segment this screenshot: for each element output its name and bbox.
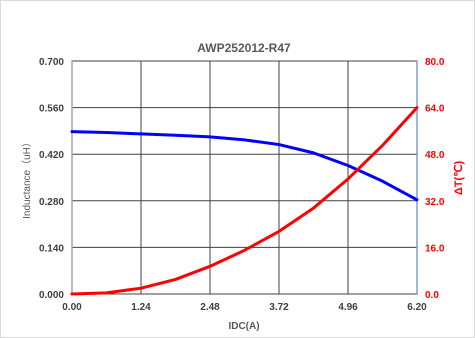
y-axis-right-label: ΔT(℃) [453,161,465,196]
y-left-tick-label: 0.700 [39,57,64,68]
y-right-tick-label: 16.0 [425,243,445,254]
temperature-rise-line [70,106,419,296]
y-left-tick-label: 0.000 [39,290,64,301]
chart-title: AWP252012-R47 [197,41,291,55]
x-axis-label: IDC(A) [228,321,259,332]
y-right-tick-label: 0.0 [425,290,439,301]
plot-area-border [71,60,418,295]
x-tick-label: 1.24 [131,302,151,313]
series-layer [70,106,419,296]
inductance-line [70,130,419,202]
y-left-tick-label: 0.560 [39,104,64,115]
y-right-tick-label: 48.0 [425,150,445,161]
x-tick-label: 4.96 [338,302,358,313]
y-left-tick-label: 0.280 [39,197,64,208]
tick-layer: 0.00 1.24 2.48 3.72 4.96 6.20 0.000 0.140 0.280 0… [39,57,445,313]
y-right-tick-label: 32.0 [425,197,445,208]
x-tick-label: 0.00 [62,302,82,313]
y-left-tick-label: 0.420 [39,150,64,161]
y-left-tick-label: 0.140 [39,243,64,254]
y-axis-left-label: Inductance（uH） [21,137,33,219]
x-tick-label: 6.20 [407,302,427,313]
grid [71,60,418,295]
y-right-tick-label: 80.0 [425,57,445,68]
y-right-tick-label: 64.0 [425,104,445,115]
x-tick-label: 3.72 [269,302,289,313]
x-tick-label: 2.48 [200,302,220,313]
